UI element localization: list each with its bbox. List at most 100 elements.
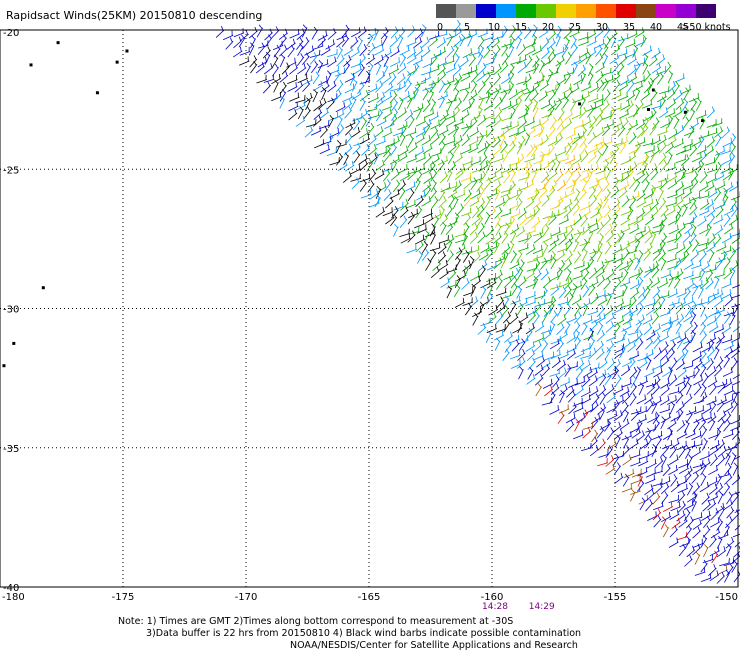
wind-barb bbox=[605, 245, 612, 254]
wind-barb bbox=[699, 254, 707, 262]
wind-barb-flag bbox=[391, 82, 393, 87]
wind-barb bbox=[439, 136, 446, 145]
wind-barb-flag bbox=[611, 341, 613, 346]
wind-barb bbox=[724, 228, 733, 234]
wind-barb-flag bbox=[360, 65, 361, 70]
wind-barb bbox=[549, 173, 558, 180]
wind-barb-flag bbox=[657, 332, 659, 337]
wind-barb bbox=[716, 247, 726, 252]
wind-barb bbox=[516, 157, 524, 164]
wind-barb bbox=[661, 360, 669, 367]
wind-barb bbox=[732, 284, 740, 288]
wind-barb-flag bbox=[445, 58, 446, 63]
wind-barb bbox=[512, 328, 522, 333]
wind-barb-flag bbox=[643, 294, 645, 299]
wind-barb bbox=[524, 184, 534, 190]
wind-barb-flag bbox=[481, 205, 483, 210]
wind-barb bbox=[289, 106, 299, 111]
wind-barb-flag bbox=[721, 127, 723, 132]
wind-barb bbox=[606, 317, 615, 324]
wind-barb-flag bbox=[466, 56, 468, 61]
wind-barb bbox=[713, 219, 723, 224]
wind-barb-flag bbox=[666, 341, 668, 346]
wind-barb-flag bbox=[468, 213, 470, 217]
wind-barb-flag bbox=[406, 152, 407, 157]
wind-barb-flag bbox=[461, 204, 463, 208]
wind-barb-flag bbox=[716, 322, 717, 327]
wind-barb-flag bbox=[661, 367, 662, 372]
wind-barb bbox=[533, 59, 540, 68]
wind-barb bbox=[732, 295, 740, 298]
wind-barb bbox=[573, 408, 583, 413]
wind-barb bbox=[536, 360, 545, 367]
wind-barb bbox=[652, 316, 659, 325]
wind-barb bbox=[623, 459, 632, 465]
wind-barb-flag bbox=[718, 234, 720, 239]
wind-barb bbox=[669, 378, 677, 386]
wind-barb-flag bbox=[469, 83, 470, 88]
wind-barb-flag bbox=[435, 196, 438, 200]
wind-barb-flag bbox=[638, 224, 639, 229]
wind-barb-flag bbox=[346, 35, 349, 39]
wind-barb-flag bbox=[724, 546, 725, 551]
wind-barb bbox=[504, 280, 512, 288]
wind-barb bbox=[524, 31, 531, 39]
wind-barb bbox=[629, 149, 639, 154]
wind-barb-flag bbox=[321, 81, 322, 86]
wind-barb-flag bbox=[660, 396, 661, 401]
wind-barb-flag bbox=[301, 54, 304, 58]
wind-barb bbox=[313, 119, 321, 126]
wind-barb bbox=[543, 281, 551, 288]
wind-barb bbox=[548, 129, 555, 137]
wind-barb bbox=[701, 360, 710, 367]
wind-barb bbox=[298, 78, 308, 82]
wind-barb bbox=[661, 419, 666, 429]
wind-barb-flag bbox=[690, 188, 691, 193]
wind-barb bbox=[645, 218, 654, 225]
wind-barb-flag bbox=[557, 383, 559, 388]
wind-barb-flag bbox=[451, 195, 454, 199]
wind-barb bbox=[612, 277, 623, 280]
wind-barb bbox=[298, 46, 304, 55]
wind-barb-flag bbox=[681, 268, 683, 273]
wind-barb-flag bbox=[404, 216, 406, 220]
wind-barb bbox=[676, 102, 684, 110]
wind-barb bbox=[544, 389, 553, 396]
wind-barb-flag bbox=[566, 37, 569, 41]
wind-barb bbox=[644, 327, 652, 335]
wind-barb bbox=[627, 126, 633, 135]
wind-barb-flag bbox=[442, 133, 445, 137]
wind-barb-flag bbox=[648, 70, 650, 74]
wind-barb bbox=[463, 128, 470, 137]
wind-barb-flag bbox=[473, 54, 476, 58]
wind-barb-flag bbox=[300, 81, 302, 86]
wind-barb-flag bbox=[571, 234, 573, 239]
wind-barb-flag bbox=[578, 251, 581, 255]
wind-barb bbox=[368, 184, 375, 193]
wind-barb-flag bbox=[539, 341, 541, 346]
wind-barb-flag bbox=[346, 25, 349, 29]
wind-barb-flag bbox=[658, 515, 660, 519]
wind-barb-flag bbox=[390, 92, 391, 97]
wind-barb bbox=[690, 276, 701, 279]
wind-barb bbox=[683, 275, 693, 279]
wind-barb bbox=[385, 143, 395, 147]
wind-barb-flag bbox=[375, 153, 377, 158]
wind-barb-flag bbox=[549, 69, 552, 73]
wind-barb bbox=[637, 399, 647, 404]
wind-barb-flag bbox=[296, 82, 297, 87]
wind-barb bbox=[628, 113, 638, 118]
wind-barb-flag bbox=[722, 572, 724, 577]
wind-barb bbox=[425, 233, 435, 237]
wind-barb bbox=[391, 147, 397, 156]
wind-barb bbox=[406, 204, 416, 208]
wind-barb-flag bbox=[693, 546, 695, 551]
wind-barb-flag bbox=[613, 392, 614, 397]
wind-barb-flag bbox=[386, 27, 388, 32]
wind-barb-flag bbox=[546, 135, 548, 140]
wind-barb bbox=[590, 213, 599, 219]
wind-barb-flag bbox=[637, 120, 638, 125]
wind-barb bbox=[708, 568, 716, 576]
wind-barb bbox=[721, 250, 731, 254]
wind-barb-flag bbox=[598, 151, 601, 155]
